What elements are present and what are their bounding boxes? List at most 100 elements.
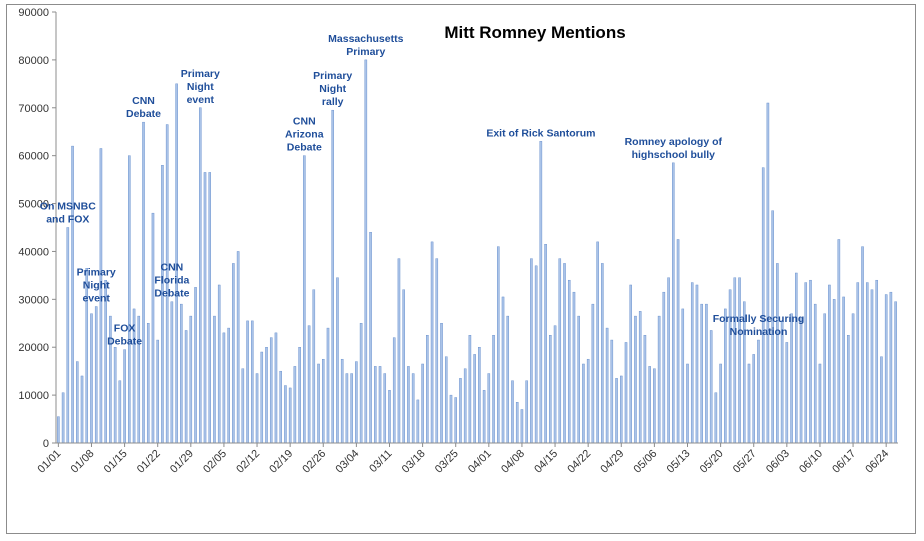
bar [615,378,618,444]
bar [227,327,230,444]
x-axis: 01/01 01/08 01/15 01/22 01/29 02/05 02/12 02/19… [36,442,898,476]
bar [463,368,467,444]
bar [90,313,93,444]
bar [539,141,543,444]
bar [331,109,334,444]
bar [591,303,595,444]
bar [118,380,122,444]
y-tick-label: 30000 [18,294,49,306]
bar [146,323,150,444]
bar [847,335,850,444]
bar [572,291,576,444]
bar [66,227,70,444]
x-tick-label: 03/25 [433,448,461,476]
annotation-label: Exit of Rick Santorum [486,127,595,139]
bar [865,282,869,444]
bar [586,358,590,444]
bar [473,354,476,444]
bar [738,277,741,444]
x-tick-label: 04/15 [532,448,560,476]
annotation-line: Debate [154,288,189,300]
bar [449,394,453,444]
bar [823,313,826,444]
bar [653,368,656,444]
annotation-line: Nomination [730,326,788,338]
bar [530,258,533,444]
bar [795,272,798,444]
x-tick-label: 04/22 [565,448,593,476]
y-tick-label: 20000 [18,342,49,354]
bar [208,172,211,444]
bar [828,284,831,444]
x-tick-label: 05/06 [632,448,660,476]
bar [889,291,893,444]
bar [71,145,74,444]
y-tick-label: 10000 [18,390,49,402]
bar [364,59,368,444]
bar [757,339,760,444]
bar [761,167,765,444]
annotation-line: CNN [132,95,155,107]
annotation-line: Florida [154,275,189,287]
x-tick-label: 06/10 [797,448,825,476]
annotation-label: Romney apology of highschool bully [625,136,723,161]
x-tick-label: 06/24 [863,448,891,476]
bar [440,323,443,444]
y-tick-label: 90000 [18,7,49,19]
bar [161,165,164,444]
x-tick-label: 01/22 [135,448,163,476]
bar [776,263,779,444]
bar [57,416,60,444]
bar [260,351,264,444]
bar [657,315,661,444]
x-tick-label: 01/15 [102,448,130,476]
bar [818,363,822,444]
bar [170,301,174,444]
annotation-line: Night [83,280,110,292]
bar [605,327,609,444]
bar [558,258,562,444]
bar [582,363,585,444]
bar [676,239,680,444]
bar [189,315,193,444]
bar [274,332,278,444]
bar [411,373,415,444]
bar [241,368,245,444]
bar [634,315,637,444]
bar [388,390,391,444]
bar [459,378,462,444]
x-tick-label: 03/18 [400,448,428,476]
bar [695,284,699,444]
bar [719,363,722,444]
annotation-line: Primary [181,68,220,80]
annotation-line: rally [322,96,344,108]
bar [544,244,547,444]
annotation-line: Debate [287,142,322,154]
x-tick-label: 04/08 [499,448,527,476]
x-tick-label: 02/12 [234,448,262,476]
x-tick-label: 02/26 [300,448,328,476]
bar [690,282,694,444]
annotation-line: Primary [346,46,385,58]
annotation-label: Primary Night event [77,267,116,305]
bar [681,308,685,444]
bar [359,323,363,444]
bar [317,363,320,444]
bar [444,356,448,444]
x-tick-label: 06/17 [830,448,858,476]
annotation-label: CNN Debate [126,95,161,120]
bar [487,373,491,444]
annotation-line: Primary [77,267,116,279]
bar [601,263,604,444]
bar [596,241,599,444]
bar [203,172,207,444]
annotation-line: Arizona [285,129,324,141]
bar [80,375,84,444]
annotation-line: Primary [313,70,352,82]
bar [156,339,159,444]
x-tick-label: 01/08 [69,448,97,476]
bar [151,212,155,444]
y-tick-label: 70000 [18,103,49,115]
bars [57,59,897,444]
x-tick-label: 06/03 [764,448,792,476]
